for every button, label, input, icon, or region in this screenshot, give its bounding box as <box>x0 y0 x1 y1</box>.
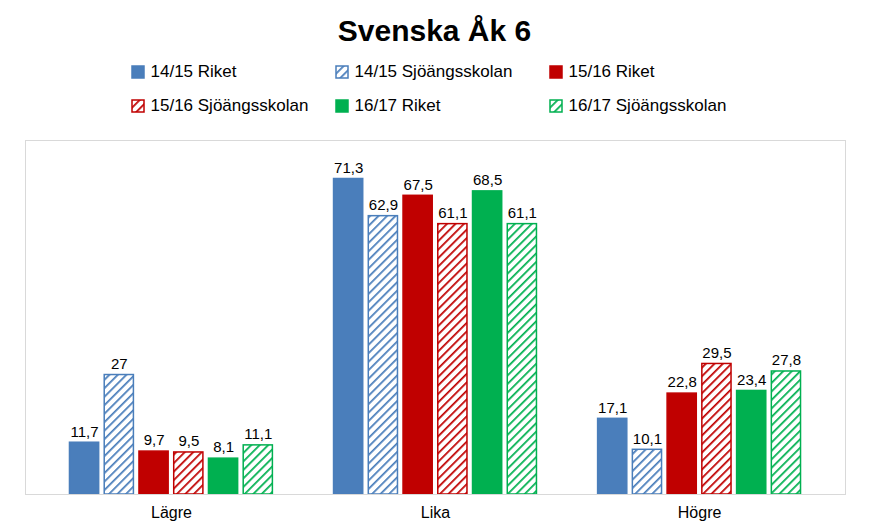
html-text:Svenska Åk 6: Svenska Åk 6 <box>337 14 532 47</box>
svg-text:71,3: 71,3 <box>334 159 363 176</box>
svg-text:9,7: 9,7 <box>143 431 164 448</box>
svg-text:29,5: 29,5 <box>702 344 731 361</box>
svg-text:61,1: 61,1 <box>507 204 536 221</box>
svg-text:11,7: 11,7 <box>70 423 98 440</box>
html-text:14/15 Sjöängsskolan: 14/15 Sjöängsskolan <box>354 62 513 81</box>
svg-text:8,1: 8,1 <box>213 438 234 455</box>
svg-text:62,9: 62,9 <box>368 196 397 213</box>
svg-text:17,1: 17,1 <box>598 399 627 416</box>
svg-text:23,4: 23,4 <box>737 371 766 388</box>
html-text:15/16 Riket: 15/16 Riket <box>568 62 655 81</box>
svg-text:27,8: 27,8 <box>771 351 800 368</box>
html-text:15/16 Sjöängsskolan: 15/16 Sjöängsskolan <box>150 96 309 115</box>
svg-text:Högre: Högre <box>677 504 721 521</box>
svg-text:10,1: 10,1 <box>632 430 661 447</box>
svg-text:67,5: 67,5 <box>403 176 432 193</box>
svg-text:11,1: 11,1 <box>244 425 272 442</box>
svg-text:9,5: 9,5 <box>178 432 199 449</box>
svg-text:27: 27 <box>110 355 127 372</box>
svg-text:Lägre: Lägre <box>150 504 191 521</box>
svg-text:68,5: 68,5 <box>473 171 502 188</box>
svg-text:Lika: Lika <box>420 504 449 521</box>
html-text:16/17 Riket: 16/17 Riket <box>354 96 441 115</box>
html-text:16/17 Sjöängsskolan: 16/17 Sjöängsskolan <box>568 96 727 115</box>
svg-text:22,8: 22,8 <box>667 373 696 390</box>
svg-text:61,1: 61,1 <box>438 204 467 221</box>
html-text:14/15 Riket: 14/15 Riket <box>150 62 237 81</box>
